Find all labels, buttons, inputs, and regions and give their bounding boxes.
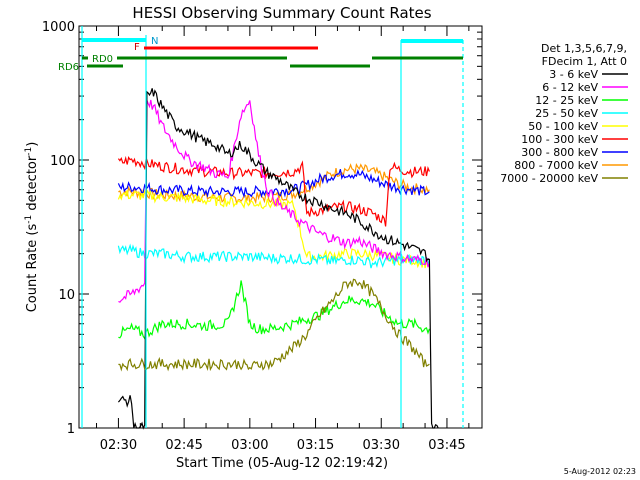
series-line-9 [118,278,430,372]
legend-header: Det 1,3,5,6,7,9, [541,42,627,55]
legend-entry-label: 6 - 12 keV [542,81,598,94]
status-bars: NF RD0 RD6 [58,26,464,428]
legend-entry-label: 100 - 300 keV [521,133,598,146]
legend-header: FDecim 1, Att 0 [542,55,627,68]
rd6-label: RD6 [58,62,79,73]
series-line-2 [118,99,430,303]
x-tick-label: 02:30 [100,438,137,453]
legend-entry-label: 25 - 50 keV [535,107,598,120]
x-tick-label: 03:00 [231,438,268,453]
y-axis-label: Count Rate (s-1 detector-1) [24,142,40,313]
series-line-7 [117,168,430,199]
x-tick-label: 02:45 [165,438,202,453]
legend-entry-label: 12 - 25 keV [535,94,598,107]
series-group [117,88,439,430]
legend: Det 1,3,5,6,7,9,FDecim 1, Att 03 - 6 keV… [500,42,628,185]
x-tick-label: 03:15 [297,438,334,453]
flare-label: F [134,42,140,53]
y-tick-label: 1000 [42,20,75,35]
chart-title: HESSI Observing Summary Count Rates [132,4,431,22]
y-axis: 1 10 100 1000 [42,20,482,437]
y-tick-label: 1 [67,422,75,437]
x-axis: 02:30 02:45 03:00 03:15 03:30 03:45 [96,26,470,453]
legend-entry-label: 3 - 6 keV [549,68,598,81]
series-line-3 [118,280,430,341]
series-line-8 [118,163,430,206]
series-line-5 [117,189,430,269]
plot-frame [78,25,483,429]
x-tick-label: 03:30 [363,438,400,453]
legend-entry-label: 50 - 100 keV [528,120,598,133]
legend-entry-label: 300 - 800 keV [521,146,598,159]
series-line-4 [117,243,430,269]
legend-entry-label: 800 - 7000 keV [514,159,598,172]
rd0-label: RD0 [92,54,113,65]
night-label: N [151,36,158,47]
legend-entry-label: 7000 - 20000 keV [500,172,598,185]
footer-timestamp: 5-Aug-2012 02:23 [564,467,636,476]
x-axis-label: Start Time (05-Aug-12 02:19:42) [176,456,388,471]
x-tick-label: 03:45 [428,438,465,453]
y-tick-label: 10 [58,288,75,303]
y-tick-label: 100 [50,154,75,169]
series-line-1 [117,88,439,430]
